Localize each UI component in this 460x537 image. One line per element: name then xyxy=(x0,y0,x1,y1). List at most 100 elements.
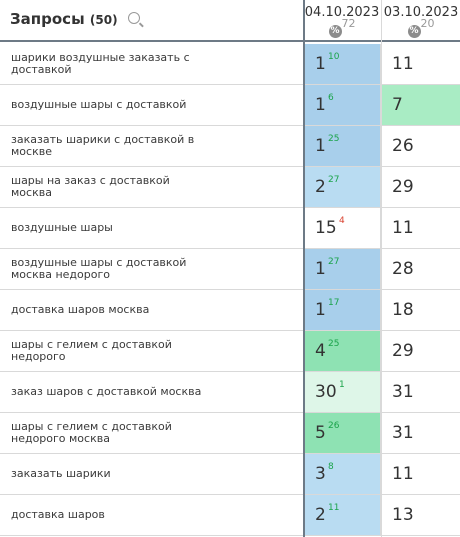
position-cell-current: 1 25 xyxy=(303,126,381,166)
query-text[interactable]: заказать шарики с доставкой в москве xyxy=(11,133,195,158)
queries-count: (50) xyxy=(89,13,118,27)
table-row: шары с гелием с доставкой недорого москв… xyxy=(0,413,460,454)
position-value: 31 xyxy=(392,423,414,443)
table-row: шары с гелием с доставкой недорого 4 25 29 xyxy=(0,331,460,372)
column-date: 03.10.2023 xyxy=(383,5,459,20)
query-text[interactable]: шары на заказ с доставкой москва xyxy=(11,174,170,199)
table-row: доставка шаров москва 1 17 18 xyxy=(0,290,460,331)
position-change-value: 27 xyxy=(328,175,340,185)
column-header-date-1[interactable]: 04.10.2023 %72 xyxy=(303,0,381,42)
position-value: 1 xyxy=(315,95,326,115)
position-cell-current: 30 1 xyxy=(303,372,381,412)
position-cell-current: 1 27 xyxy=(303,249,381,289)
column-divider xyxy=(381,0,382,537)
position-change-value: 25 xyxy=(328,134,340,144)
table-row: заказать шарики с доставкой в москве 1 25 2… xyxy=(0,126,460,167)
query-text[interactable]: заказ шаров с доставкой москва xyxy=(11,385,202,398)
table-row: воздушные шары с доставкой 1 6 7 xyxy=(0,85,460,126)
position-value: 2 xyxy=(315,177,326,197)
position-cell-current: 1 10 xyxy=(303,44,381,84)
position-value: 1 xyxy=(315,259,326,279)
position-value: 26 xyxy=(392,136,414,156)
query-text[interactable]: воздушные шары xyxy=(11,221,113,234)
position-change-value: 27 xyxy=(328,257,340,267)
table-row: заказать шарики 3 8 11 xyxy=(0,454,460,495)
position-cell-previous: 29 xyxy=(382,331,460,371)
position-value: 15 xyxy=(315,218,337,238)
query-text[interactable]: шарики воздушные заказать с доставкой xyxy=(11,51,190,76)
column-header-date-2[interactable]: 03.10.2023 %20 xyxy=(382,0,460,42)
table-row: доставка шаров 2 11 13 xyxy=(0,495,460,536)
position-change: 26 xyxy=(328,421,339,431)
position-change: 6 xyxy=(328,93,334,103)
position-value: 11 xyxy=(392,218,414,238)
position-cell-current: 1 17 xyxy=(303,290,381,330)
position-change-value: 11 xyxy=(328,503,340,513)
position-cell-previous: 11 xyxy=(382,454,460,494)
position-change: 4 xyxy=(339,216,345,226)
percent-icon: % xyxy=(328,25,342,38)
position-value: 7 xyxy=(392,95,403,115)
position-cell-current: 2 27 xyxy=(303,167,381,207)
position-change: 25 xyxy=(328,134,339,144)
position-value: 31 xyxy=(392,382,414,402)
position-cell-previous: 13 xyxy=(382,495,460,535)
position-value: 2 xyxy=(315,505,326,525)
position-value: 29 xyxy=(392,341,414,361)
position-change: 8 xyxy=(328,462,334,472)
query-text[interactable]: воздушные шары с доставкой москва недоро… xyxy=(11,256,187,281)
position-cell-current: 15 4 xyxy=(303,208,381,248)
query-text[interactable]: воздушные шары с доставкой xyxy=(11,98,187,111)
position-value: 29 xyxy=(392,177,414,197)
position-cell-previous: 11 xyxy=(382,44,460,84)
position-cell-previous: 11 xyxy=(382,208,460,248)
position-cell-previous: 7 xyxy=(382,85,460,125)
position-change-value: 4 xyxy=(339,216,345,226)
position-change: 27 xyxy=(328,175,339,185)
query-text[interactable]: шары с гелием с доставкой недорого xyxy=(11,338,172,363)
position-change-value: 10 xyxy=(328,52,340,62)
column-date: 04.10.2023 xyxy=(304,5,380,20)
table-row: заказ шаров с доставкой москва 30 1 31 xyxy=(0,372,460,413)
table-row: шарики воздушные заказать с доставкой 1 10… xyxy=(0,44,460,85)
query-text[interactable]: шары с гелием с доставкой недорого москв… xyxy=(11,420,172,445)
position-change-value: 8 xyxy=(328,462,334,472)
position-value: 3 xyxy=(315,464,326,484)
position-value: 5 xyxy=(315,423,326,443)
query-text[interactable]: доставка шаров xyxy=(11,508,105,521)
position-value: 11 xyxy=(392,464,414,484)
query-text[interactable]: заказать шарики xyxy=(11,467,111,480)
position-cell-previous: 29 xyxy=(382,167,460,207)
position-change-value: 6 xyxy=(328,93,334,103)
position-change: 27 xyxy=(328,257,339,267)
position-cell-current: 4 25 xyxy=(303,331,381,371)
search-icon[interactable] xyxy=(127,12,140,24)
queries-title: Запросы xyxy=(10,10,85,28)
queries-heading: Запросы (50) xyxy=(10,10,140,28)
position-value: 4 xyxy=(315,341,326,361)
position-value: 1 xyxy=(315,136,326,156)
position-change-value: 25 xyxy=(328,339,340,349)
top-percent-value: 72 xyxy=(341,17,356,30)
position-value: 11 xyxy=(392,54,414,74)
query-text[interactable]: доставка шаров москва xyxy=(11,303,150,316)
position-value: 1 xyxy=(315,54,326,74)
top-percent-value: 20 xyxy=(420,17,435,30)
position-value: 13 xyxy=(392,505,414,525)
position-change: 10 xyxy=(328,52,339,62)
position-cell-previous: 28 xyxy=(382,249,460,289)
position-change: 1 xyxy=(339,380,345,390)
position-change: 17 xyxy=(328,298,339,308)
position-change: 25 xyxy=(328,339,339,349)
position-change-value: 17 xyxy=(328,298,340,308)
position-change-value: 26 xyxy=(328,421,340,431)
table-row: воздушные шары с доставкой москва недоро… xyxy=(0,249,460,290)
position-cell-previous: 26 xyxy=(382,126,460,166)
position-cell-current: 5 26 xyxy=(303,413,381,453)
position-value: 30 xyxy=(315,382,337,402)
position-cell-previous: 31 xyxy=(382,413,460,453)
position-cell-current: 2 11 xyxy=(303,495,381,535)
